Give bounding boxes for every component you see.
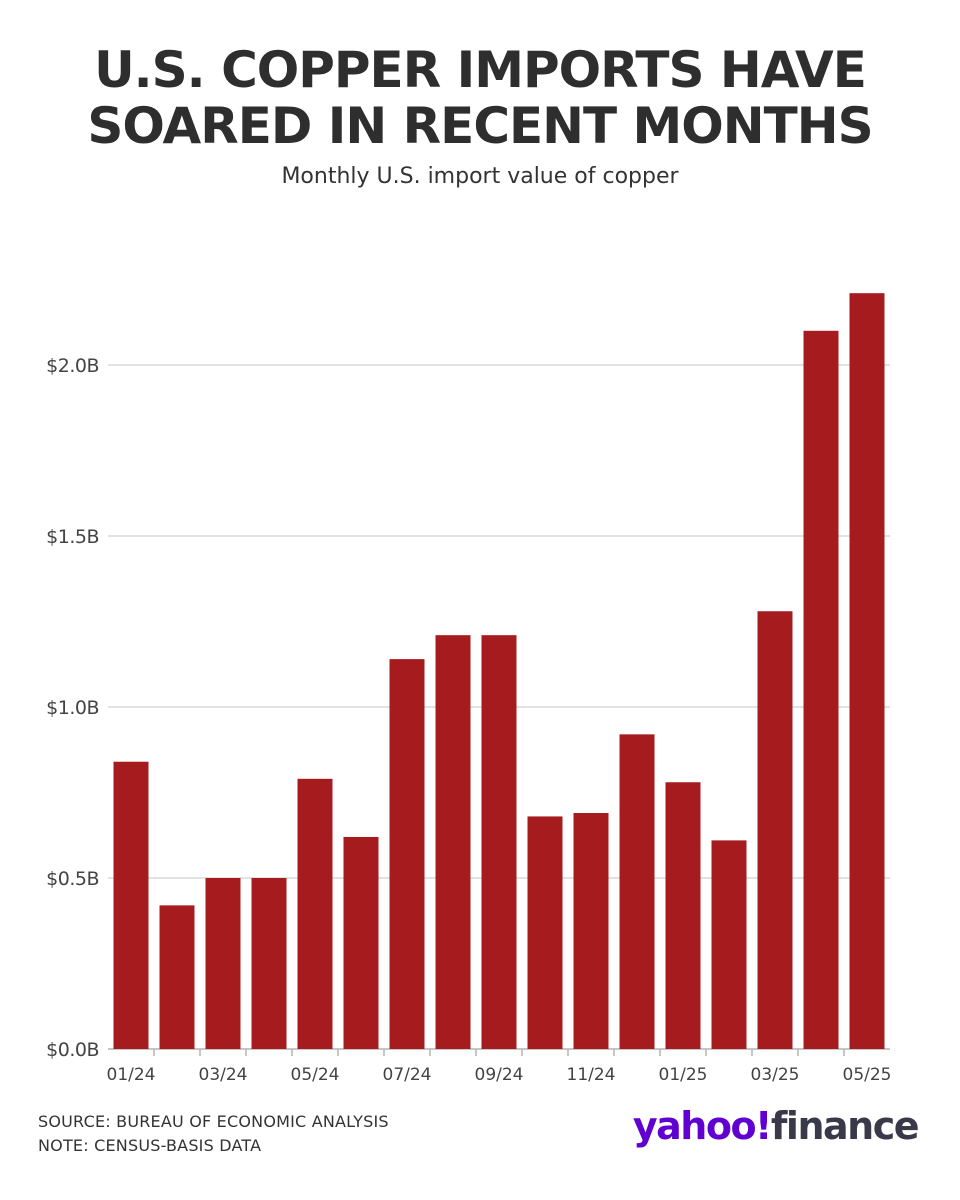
- x-tick-label: 03/25: [751, 1065, 800, 1085]
- chart-title-line-1: U.S. COPPER IMPORTS HAVE: [94, 41, 867, 99]
- x-tick-label: 01/25: [659, 1065, 708, 1085]
- y-tick-label: $0.0B: [46, 1039, 99, 1061]
- bar-10-24: [527, 816, 563, 1049]
- chart-subtitle: Monthly U.S. import value of copper: [281, 164, 679, 189]
- x-tick-label: 05/25: [843, 1065, 892, 1085]
- x-tick-label: 11/24: [567, 1065, 616, 1085]
- bar-01-24: [113, 761, 149, 1049]
- bar-05-24: [297, 778, 333, 1049]
- bar-07-24: [389, 659, 425, 1049]
- bar-03-25: [757, 611, 793, 1049]
- bar-08-24: [435, 635, 471, 1049]
- yahoo-finance-logo: yahoo!finance: [632, 1104, 920, 1148]
- chart-title-line-2: SOARED IN RECENT MONTHS: [87, 97, 873, 155]
- bar-02-24: [159, 905, 195, 1049]
- x-tick-label: 03/24: [199, 1065, 248, 1085]
- bar-chart: $0.0B $0.5B $1.0B $1.5B $2.0B 01/24 03/24 05/24…: [46, 293, 892, 1085]
- bar-01-25: [665, 782, 701, 1049]
- data-note: NOTE: CENSUS-BASIS DATA: [38, 1136, 262, 1155]
- y-tick-label: $1.0B: [46, 697, 99, 719]
- bar-02-25: [711, 840, 747, 1049]
- bar-05-25: [849, 293, 885, 1049]
- logo-finance-text: finance: [770, 1104, 920, 1148]
- bar-11-24: [573, 813, 609, 1049]
- x-tick-label: 07/24: [383, 1065, 432, 1085]
- x-tick-label: 05/24: [291, 1065, 340, 1085]
- bar-03-24: [205, 878, 241, 1049]
- chart-title: U.S. COPPER IMPORTS HAVE SOARED IN RECEN…: [0, 42, 960, 154]
- bar-09-24: [481, 635, 517, 1049]
- bar-04-25: [803, 330, 839, 1049]
- logo-yahoo-text: yahoo!: [632, 1104, 773, 1148]
- y-tick-label: $0.5B: [46, 868, 99, 890]
- x-tick-label: 09/24: [475, 1065, 524, 1085]
- footer-notes: SOURCE: BUREAU OF ECONOMIC ANALYSIS NOTE…: [38, 1110, 389, 1158]
- y-tick-label: $2.0B: [46, 355, 99, 377]
- bar-12-24: [619, 734, 655, 1049]
- x-tick-label: 01/24: [107, 1065, 156, 1085]
- y-tick-label: $1.5B: [46, 526, 99, 548]
- source-note: SOURCE: BUREAU OF ECONOMIC ANALYSIS: [38, 1112, 389, 1131]
- bar-04-24: [251, 878, 287, 1049]
- bar-06-24: [343, 836, 379, 1049]
